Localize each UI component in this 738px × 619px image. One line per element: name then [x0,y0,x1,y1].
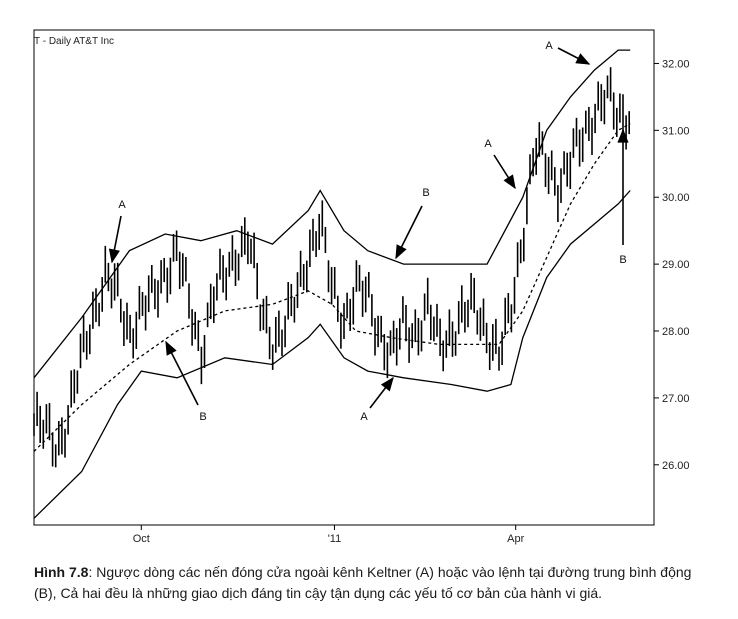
plot-frame [33,29,655,526]
y-tick-label: 28.00 [662,326,690,338]
y-tick-label: 29.00 [662,259,690,271]
annotation-label: A [484,138,492,150]
x-tick-label: Apr [507,533,524,545]
y-tick-label: 26.00 [662,460,690,472]
y-tick-label: 27.00 [662,393,690,405]
annotation-arrow [369,376,394,409]
caption-label: Hình 7.8 [34,564,89,580]
channel-band-line [33,190,631,519]
annotation-label: A [360,411,368,423]
channel-band-line [33,49,631,379]
annotation-arrow [395,205,423,260]
annotation-arrow [108,215,122,264]
annotation-arrow [493,154,516,190]
caption-text: : Ngược dòng các nến đóng cửa ngoài kênh… [34,564,692,601]
annotation-label: B [422,187,429,199]
annotation-label: B [619,254,626,266]
chart-title: T - Daily AT&T Inc [34,36,114,47]
channel-middle-line [33,123,631,452]
x-tick-label: '11 [328,533,342,545]
x-tick-label: Oct [133,533,150,545]
annotation-arrow [557,47,591,65]
y-tick-label: 31.00 [662,125,690,137]
annotation-label: A [118,199,126,211]
price-chart: T - Daily AT&T Inc 32.00 31.00 30.00 29.00 2… [33,29,690,545]
annotation-label: A [545,40,553,52]
y-tick-label: 32.00 [662,58,690,70]
annotation-arrow [165,340,199,406]
annotation-label: B [199,411,206,423]
y-tick-label: 30.00 [662,192,690,204]
figure-caption: Hình 7.8: Ngược dòng các nến đóng cửa ng… [34,562,714,604]
